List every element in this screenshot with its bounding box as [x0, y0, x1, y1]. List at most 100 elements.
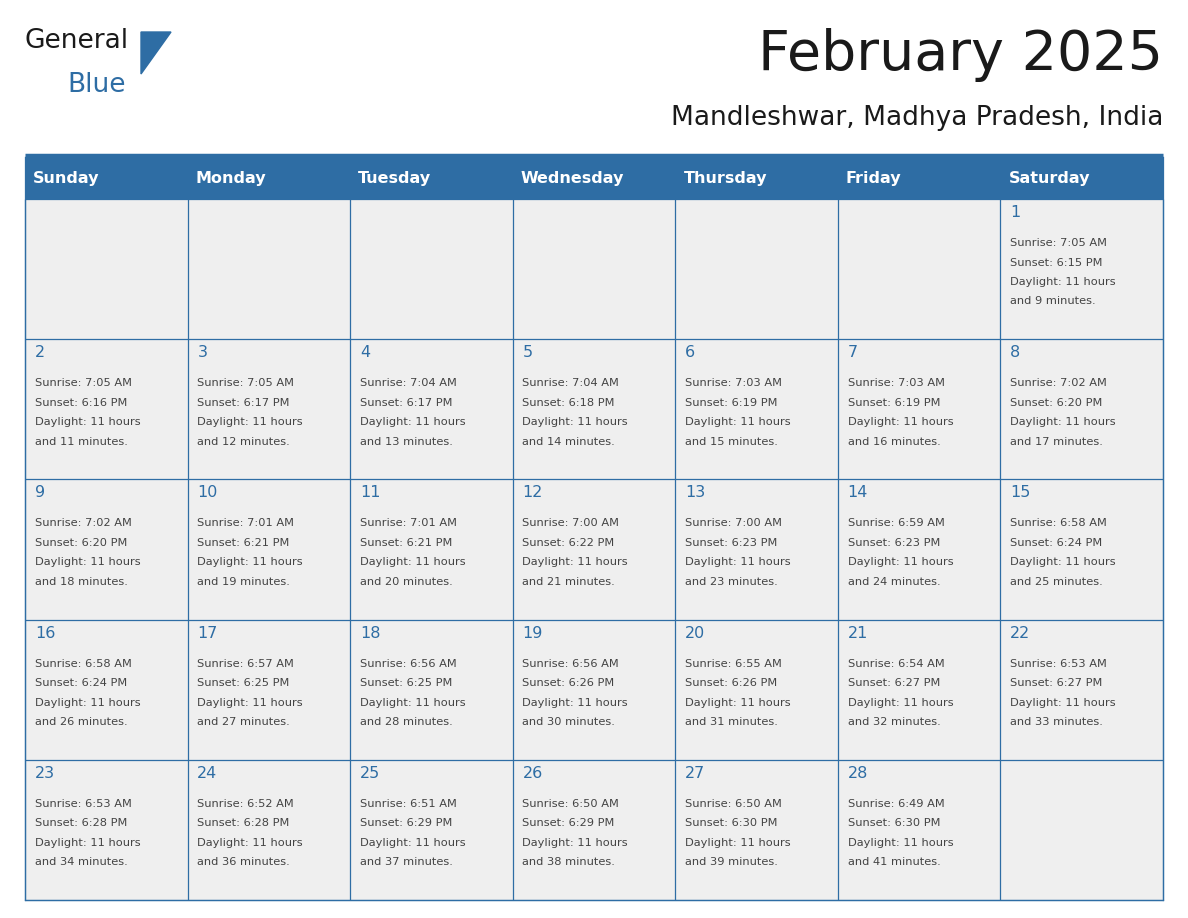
Text: 11: 11: [360, 486, 380, 500]
Text: Sunrise: 6:59 AM: Sunrise: 6:59 AM: [847, 519, 944, 529]
Text: and 25 minutes.: and 25 minutes.: [1010, 577, 1102, 587]
Text: Sunset: 6:29 PM: Sunset: 6:29 PM: [360, 818, 453, 828]
Text: and 24 minutes.: and 24 minutes.: [847, 577, 940, 587]
Text: Sunset: 6:20 PM: Sunset: 6:20 PM: [34, 538, 127, 548]
Text: 19: 19: [523, 625, 543, 641]
Text: Sunrise: 7:02 AM: Sunrise: 7:02 AM: [34, 519, 132, 529]
Text: Sunrise: 7:04 AM: Sunrise: 7:04 AM: [523, 378, 619, 388]
Text: Sunset: 6:24 PM: Sunset: 6:24 PM: [34, 678, 127, 688]
Text: and 21 minutes.: and 21 minutes.: [523, 577, 615, 587]
Text: Sunset: 6:22 PM: Sunset: 6:22 PM: [523, 538, 614, 548]
Text: Daylight: 11 hours: Daylight: 11 hours: [523, 417, 628, 427]
Text: Daylight: 11 hours: Daylight: 11 hours: [685, 838, 791, 848]
Text: 2: 2: [34, 345, 45, 360]
Text: Sunset: 6:30 PM: Sunset: 6:30 PM: [685, 818, 777, 828]
Text: Sunset: 6:17 PM: Sunset: 6:17 PM: [360, 397, 453, 408]
Text: Daylight: 11 hours: Daylight: 11 hours: [1010, 698, 1116, 708]
Text: Sunrise: 7:05 AM: Sunrise: 7:05 AM: [1010, 238, 1107, 248]
Text: Sunset: 6:27 PM: Sunset: 6:27 PM: [847, 678, 940, 688]
Text: Sunset: 6:23 PM: Sunset: 6:23 PM: [847, 538, 940, 548]
Text: Sunset: 6:16 PM: Sunset: 6:16 PM: [34, 397, 127, 408]
Text: 6: 6: [685, 345, 695, 360]
Text: Sunrise: 7:01 AM: Sunrise: 7:01 AM: [360, 519, 457, 529]
Text: Blue: Blue: [67, 72, 126, 98]
Text: Daylight: 11 hours: Daylight: 11 hours: [197, 557, 303, 567]
Text: Sunset: 6:24 PM: Sunset: 6:24 PM: [1010, 538, 1102, 548]
Text: Daylight: 11 hours: Daylight: 11 hours: [34, 417, 140, 427]
Text: Daylight: 11 hours: Daylight: 11 hours: [1010, 417, 1116, 427]
Text: 17: 17: [197, 625, 217, 641]
Bar: [25, 199, 1163, 900]
Text: Daylight: 11 hours: Daylight: 11 hours: [360, 698, 466, 708]
Text: Sunset: 6:26 PM: Sunset: 6:26 PM: [685, 678, 777, 688]
Text: 26: 26: [523, 766, 543, 781]
Text: Friday: Friday: [846, 171, 902, 185]
Text: 14: 14: [847, 486, 868, 500]
Text: and 32 minutes.: and 32 minutes.: [847, 717, 941, 727]
Text: and 14 minutes.: and 14 minutes.: [523, 437, 615, 447]
Text: 21: 21: [847, 625, 868, 641]
Text: Daylight: 11 hours: Daylight: 11 hours: [360, 557, 466, 567]
Text: and 31 minutes.: and 31 minutes.: [685, 717, 778, 727]
Text: Wednesday: Wednesday: [520, 171, 624, 185]
Text: Sunrise: 6:57 AM: Sunrise: 6:57 AM: [197, 658, 295, 668]
Text: Daylight: 11 hours: Daylight: 11 hours: [847, 698, 953, 708]
Text: 1: 1: [1010, 205, 1020, 220]
Text: Sunset: 6:18 PM: Sunset: 6:18 PM: [523, 397, 615, 408]
Text: Sunrise: 7:05 AM: Sunrise: 7:05 AM: [34, 378, 132, 388]
Polygon shape: [141, 32, 171, 74]
Text: Daylight: 11 hours: Daylight: 11 hours: [523, 698, 628, 708]
Text: General: General: [25, 28, 129, 54]
Text: and 18 minutes.: and 18 minutes.: [34, 577, 127, 587]
Text: and 26 minutes.: and 26 minutes.: [34, 717, 127, 727]
Text: Sunrise: 6:56 AM: Sunrise: 6:56 AM: [360, 658, 456, 668]
Text: Sunset: 6:29 PM: Sunset: 6:29 PM: [523, 818, 615, 828]
Text: Sunset: 6:20 PM: Sunset: 6:20 PM: [1010, 397, 1102, 408]
Text: 13: 13: [685, 486, 706, 500]
Text: Monday: Monday: [196, 171, 266, 185]
Text: Daylight: 11 hours: Daylight: 11 hours: [847, 557, 953, 567]
Text: Thursday: Thursday: [683, 171, 767, 185]
Text: 25: 25: [360, 766, 380, 781]
Text: Daylight: 11 hours: Daylight: 11 hours: [847, 838, 953, 848]
Text: Sunrise: 7:00 AM: Sunrise: 7:00 AM: [685, 519, 782, 529]
Text: and 17 minutes.: and 17 minutes.: [1010, 437, 1102, 447]
Text: 5: 5: [523, 345, 532, 360]
Text: Sunrise: 6:49 AM: Sunrise: 6:49 AM: [847, 799, 944, 809]
Text: 18: 18: [360, 625, 380, 641]
Text: and 19 minutes.: and 19 minutes.: [197, 577, 290, 587]
Text: Sunset: 6:19 PM: Sunset: 6:19 PM: [847, 397, 940, 408]
Text: Daylight: 11 hours: Daylight: 11 hours: [523, 557, 628, 567]
Text: and 30 minutes.: and 30 minutes.: [523, 717, 615, 727]
Text: Daylight: 11 hours: Daylight: 11 hours: [197, 417, 303, 427]
Text: and 20 minutes.: and 20 minutes.: [360, 577, 453, 587]
Text: Sunrise: 6:58 AM: Sunrise: 6:58 AM: [34, 658, 132, 668]
Text: and 11 minutes.: and 11 minutes.: [34, 437, 127, 447]
Text: Sunset: 6:19 PM: Sunset: 6:19 PM: [685, 397, 777, 408]
Text: Saturday: Saturday: [1009, 171, 1091, 185]
Text: Sunrise: 7:00 AM: Sunrise: 7:00 AM: [523, 519, 619, 529]
Text: 15: 15: [1010, 486, 1030, 500]
Text: and 12 minutes.: and 12 minutes.: [197, 437, 290, 447]
Text: Mandleshwar, Madhya Pradesh, India: Mandleshwar, Madhya Pradesh, India: [670, 105, 1163, 131]
Text: Sunrise: 7:01 AM: Sunrise: 7:01 AM: [197, 519, 295, 529]
Text: and 16 minutes.: and 16 minutes.: [847, 437, 941, 447]
Text: Sunrise: 6:50 AM: Sunrise: 6:50 AM: [523, 799, 619, 809]
Text: Sunrise: 7:05 AM: Sunrise: 7:05 AM: [197, 378, 295, 388]
Text: Daylight: 11 hours: Daylight: 11 hours: [197, 698, 303, 708]
Text: Sunrise: 6:53 AM: Sunrise: 6:53 AM: [1010, 658, 1107, 668]
Text: Sunset: 6:27 PM: Sunset: 6:27 PM: [1010, 678, 1102, 688]
Text: and 39 minutes.: and 39 minutes.: [685, 857, 778, 868]
Text: Sunrise: 6:54 AM: Sunrise: 6:54 AM: [847, 658, 944, 668]
Text: Sunset: 6:30 PM: Sunset: 6:30 PM: [847, 818, 940, 828]
Text: 3: 3: [197, 345, 208, 360]
Text: Sunrise: 7:02 AM: Sunrise: 7:02 AM: [1010, 378, 1107, 388]
Text: Sunrise: 6:50 AM: Sunrise: 6:50 AM: [685, 799, 782, 809]
Text: and 41 minutes.: and 41 minutes.: [847, 857, 941, 868]
Text: Daylight: 11 hours: Daylight: 11 hours: [360, 838, 466, 848]
Text: 27: 27: [685, 766, 706, 781]
Text: February 2025: February 2025: [758, 28, 1163, 82]
Text: Daylight: 11 hours: Daylight: 11 hours: [1010, 557, 1116, 567]
Text: and 34 minutes.: and 34 minutes.: [34, 857, 127, 868]
Text: 12: 12: [523, 486, 543, 500]
